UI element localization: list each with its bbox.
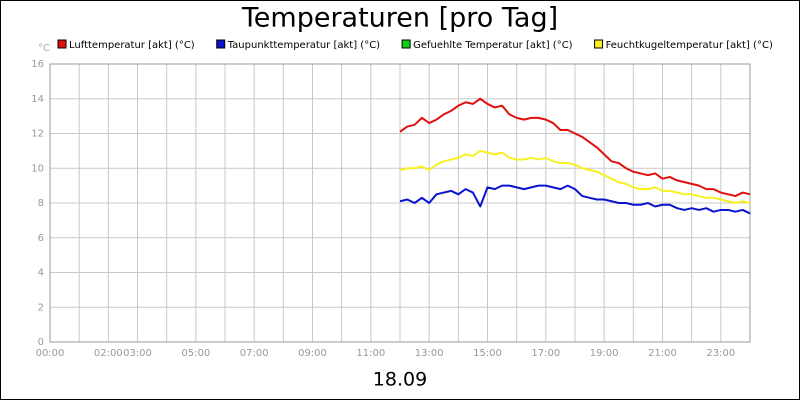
x-axis-label: 18.09 [373,369,427,391]
x-tick-label: 00:00 [36,348,65,359]
y-tick-label: 12 [31,129,44,140]
y-tick-label: 10 [31,163,44,174]
legend-label: Feuchtkugeltemperatur [akt] (°C) [606,40,773,51]
x-tick-label: 03:00 [123,348,152,359]
legend-label: Lufttemperatur [akt] (°C) [69,40,195,51]
x-tick-label: 11:00 [356,348,385,359]
x-tick-label: 05:00 [181,348,210,359]
x-tick-label: 07:00 [240,348,269,359]
x-tick-label: 02:00 [94,348,123,359]
x-tick-label: 09:00 [298,348,327,359]
y-tick-label: 14 [31,94,44,105]
legend-marker [216,39,226,49]
x-tick-label: 15:00 [473,348,502,359]
y-tick-label: 4 [38,268,44,279]
data-line [399,97,751,198]
legend-marker [594,39,604,49]
y-tick-label: 16 [31,59,44,70]
y-axis-label: °C [38,43,50,54]
x-tick-label: 13:00 [415,348,444,359]
data-line [399,149,751,204]
legend-label: Taupunkttemperatur [akt] (°C) [227,40,380,51]
legend-label: Gefuehlte Temperatur [akt] (°C) [413,40,573,51]
x-tick-label: 21:00 [648,348,677,359]
x-tick-label: 23:00 [706,348,735,359]
legend-marker [57,39,67,49]
data-line [399,184,751,215]
chart-title: Temperaturen [pro Tag] [241,3,558,34]
x-tick-label: 17:00 [531,348,560,359]
y-tick-label: 0 [38,337,44,348]
y-tick-label: 2 [38,302,44,313]
legend-marker [401,39,411,49]
y-tick-label: 6 [38,233,44,244]
y-tick-label: 8 [38,198,44,209]
x-tick-label: 19:00 [590,348,619,359]
